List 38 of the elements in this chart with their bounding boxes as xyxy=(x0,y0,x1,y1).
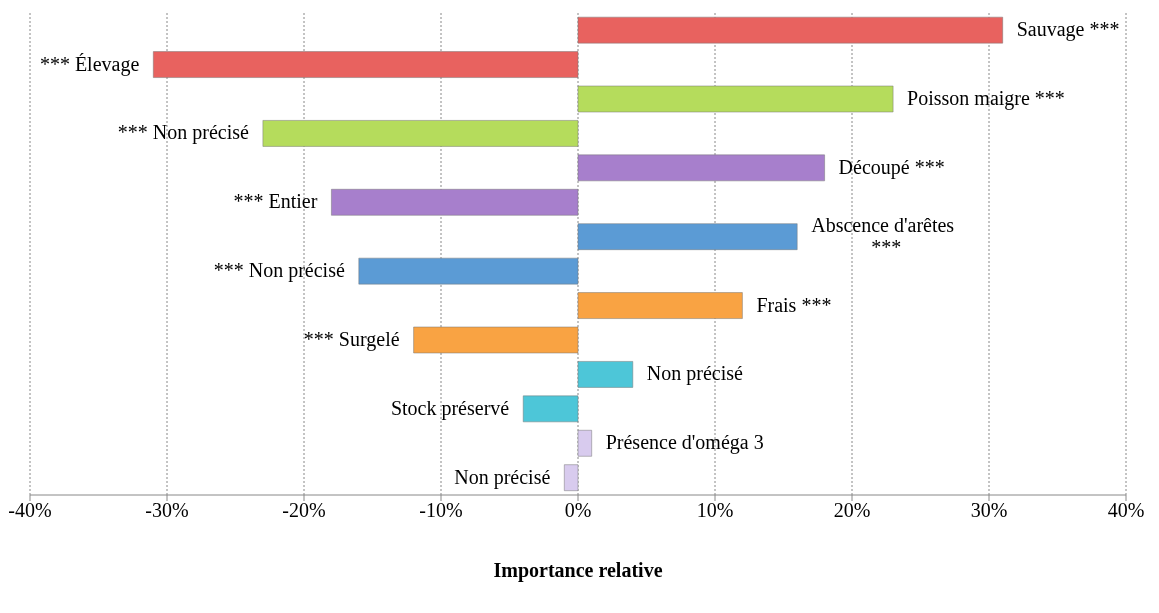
y-tick-label: Découpé *** xyxy=(838,155,945,179)
y-tick-label: Non précisé xyxy=(454,465,551,489)
bar xyxy=(331,189,579,216)
y-tick-label: *** Entier xyxy=(233,190,318,213)
bar xyxy=(577,430,592,457)
x-tick-label: 40% xyxy=(1107,499,1145,522)
y-tick-label: Stock préservé xyxy=(390,396,510,420)
bar xyxy=(413,326,579,354)
bar xyxy=(577,85,894,113)
bar xyxy=(358,257,579,285)
x-tick-label: 10% xyxy=(696,499,734,522)
y-tick-label: Présence d'oméga 3 xyxy=(605,431,764,455)
x-tick-label: 20% xyxy=(833,499,871,522)
x-tick-label: -40% xyxy=(8,499,52,522)
bar xyxy=(577,154,825,182)
y-tick-label: Abscence d'arêtes *** xyxy=(811,213,955,258)
y-tick-label: Frais *** xyxy=(756,293,832,316)
y-tick-label: Poisson maigre *** xyxy=(907,86,1065,110)
x-tick-label: -10% xyxy=(419,499,463,522)
bar xyxy=(577,16,1003,44)
bar xyxy=(153,51,579,78)
bar xyxy=(577,292,743,319)
x-tick-label: 30% xyxy=(970,499,1008,522)
y-tick-label: Sauvage *** xyxy=(1016,18,1120,42)
bar xyxy=(577,361,634,388)
y-tick-label: *** Élevage xyxy=(39,52,140,76)
y-tick-label: Non précisé xyxy=(646,362,743,386)
y-tick-label: *** Non précisé xyxy=(117,121,250,145)
x-tick-label: -30% xyxy=(145,499,189,522)
bar xyxy=(262,120,579,147)
x-tick-label: -20% xyxy=(282,499,326,522)
bar xyxy=(577,223,798,250)
y-tick-label: *** Surgelé xyxy=(303,327,400,351)
y-tick-label: *** Non précisé xyxy=(213,259,345,283)
bar xyxy=(564,464,579,491)
x-axis-title: Importance relative xyxy=(493,559,663,582)
x-tick-label: 0% xyxy=(564,499,592,522)
bar xyxy=(522,395,579,423)
